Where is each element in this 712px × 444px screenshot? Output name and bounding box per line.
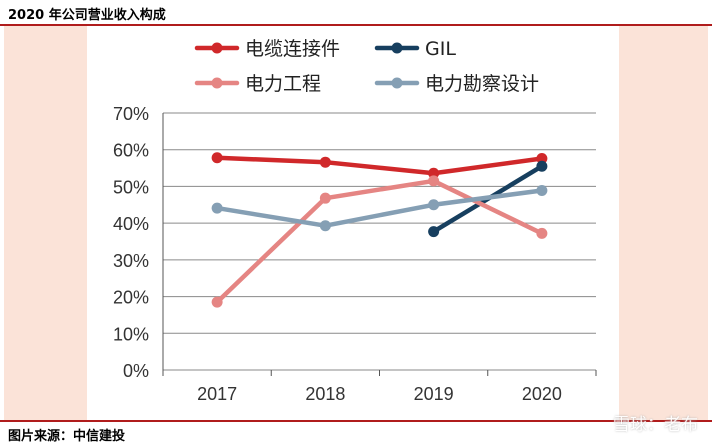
y-tick-label: 0% <box>123 361 149 381</box>
series-line <box>214 155 545 176</box>
series-line <box>214 188 545 228</box>
y-tick-label: 40% <box>113 214 149 234</box>
source-bar: 图片来源：中信建投 <box>0 420 712 444</box>
data-point <box>428 175 440 187</box>
legend-swatch-marker <box>391 42 403 54</box>
y-tick-label: 50% <box>113 177 149 197</box>
y-tick-label: 20% <box>113 288 149 308</box>
data-point <box>319 192 331 204</box>
y-tick-label: 70% <box>113 104 149 124</box>
data-point <box>211 296 223 308</box>
legend-swatch-marker <box>391 77 403 89</box>
y-tick-label: 30% <box>113 251 149 271</box>
figure-title: 2020 年公司营业收入构成 <box>8 8 166 23</box>
x-tick-label: 2018 <box>305 384 345 404</box>
y-tick-label: 60% <box>113 141 149 161</box>
legend-label: GIL <box>425 38 456 60</box>
x-tick-label: 2019 <box>414 384 454 404</box>
data-point <box>319 156 331 168</box>
legend-swatch-marker <box>211 42 223 54</box>
data-point <box>536 153 548 165</box>
series-line <box>214 178 545 305</box>
data-point <box>428 199 440 211</box>
data-point <box>319 220 331 232</box>
x-tick-label: 2020 <box>522 384 562 404</box>
legend-label: 电缆连接件 <box>245 38 340 60</box>
data-point <box>536 227 548 239</box>
data-point <box>536 160 548 172</box>
data-point <box>536 184 548 196</box>
figure-title-bar: 2020 年公司营业收入构成 <box>0 0 712 26</box>
legend-label: 电力勘察设计 <box>425 73 539 95</box>
legend-label: 电力工程 <box>245 73 321 95</box>
legend-swatch-marker <box>211 77 223 89</box>
data-point <box>211 152 223 164</box>
data-point <box>428 226 440 238</box>
y-tick-label: 10% <box>113 324 149 344</box>
watermark: 雪球：老布 <box>613 415 698 435</box>
x-tick-label: 2017 <box>197 384 237 404</box>
source-note: 图片来源：中信建投 <box>8 429 126 444</box>
data-point <box>428 167 440 179</box>
data-point <box>211 202 223 214</box>
